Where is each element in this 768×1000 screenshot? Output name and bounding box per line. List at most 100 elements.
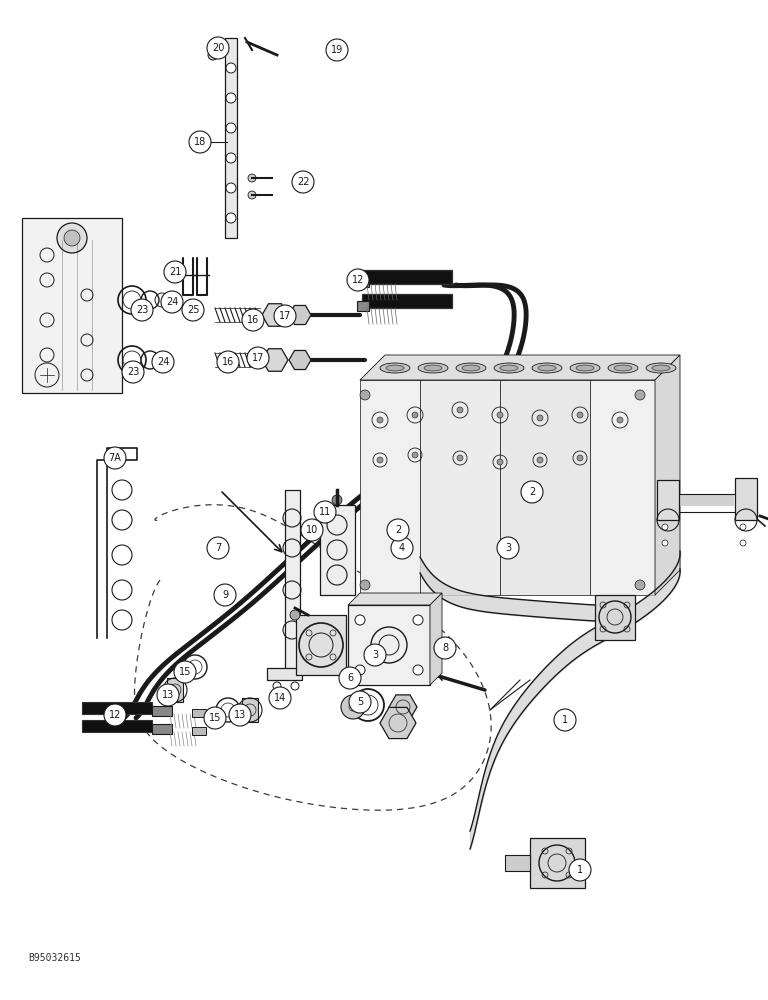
Circle shape bbox=[662, 524, 668, 530]
Circle shape bbox=[226, 183, 236, 193]
Circle shape bbox=[174, 661, 196, 683]
Ellipse shape bbox=[532, 363, 562, 373]
Circle shape bbox=[457, 407, 463, 413]
Circle shape bbox=[208, 50, 218, 60]
Bar bbox=[420, 380, 500, 595]
Bar bbox=[320, 505, 355, 595]
Text: 13: 13 bbox=[234, 710, 246, 720]
Bar bbox=[296, 615, 346, 675]
Circle shape bbox=[226, 123, 236, 133]
Circle shape bbox=[326, 39, 348, 61]
Bar bbox=[657, 480, 679, 520]
Text: 16: 16 bbox=[247, 315, 259, 325]
Bar bbox=[590, 380, 655, 595]
Ellipse shape bbox=[646, 363, 676, 373]
Circle shape bbox=[554, 709, 576, 731]
Circle shape bbox=[207, 537, 229, 559]
Circle shape bbox=[292, 171, 314, 193]
Ellipse shape bbox=[608, 363, 638, 373]
FancyArrow shape bbox=[679, 494, 734, 506]
Circle shape bbox=[332, 495, 342, 505]
Circle shape bbox=[242, 309, 264, 331]
Circle shape bbox=[64, 230, 80, 246]
Circle shape bbox=[290, 610, 300, 620]
Circle shape bbox=[164, 261, 186, 283]
Text: 22: 22 bbox=[296, 177, 310, 187]
Circle shape bbox=[457, 455, 463, 461]
Circle shape bbox=[301, 519, 323, 541]
Circle shape bbox=[360, 580, 370, 590]
Bar bbox=[595, 595, 635, 640]
Circle shape bbox=[740, 524, 746, 530]
Circle shape bbox=[189, 131, 211, 153]
Circle shape bbox=[662, 540, 668, 546]
Bar bbox=[505, 855, 530, 871]
Circle shape bbox=[360, 390, 370, 400]
Circle shape bbox=[182, 299, 204, 321]
Circle shape bbox=[226, 63, 236, 73]
Bar bbox=[360, 380, 420, 595]
Circle shape bbox=[161, 291, 183, 313]
Circle shape bbox=[434, 637, 456, 659]
Ellipse shape bbox=[380, 363, 410, 373]
Circle shape bbox=[577, 412, 583, 418]
Bar bbox=[357, 277, 369, 287]
Circle shape bbox=[364, 644, 386, 666]
Bar bbox=[152, 706, 172, 716]
Bar bbox=[152, 724, 172, 734]
Text: 2: 2 bbox=[529, 487, 535, 497]
Text: 23: 23 bbox=[127, 367, 139, 377]
Text: 7A: 7A bbox=[108, 453, 121, 463]
Circle shape bbox=[339, 667, 361, 689]
Text: 17: 17 bbox=[279, 311, 291, 321]
Circle shape bbox=[617, 417, 623, 423]
Circle shape bbox=[740, 540, 746, 546]
Circle shape bbox=[635, 390, 645, 400]
Circle shape bbox=[269, 687, 291, 709]
Circle shape bbox=[391, 537, 413, 559]
Text: 9: 9 bbox=[222, 590, 228, 600]
Bar bbox=[192, 709, 206, 717]
Circle shape bbox=[57, 223, 87, 253]
Ellipse shape bbox=[424, 365, 442, 371]
Ellipse shape bbox=[500, 365, 518, 371]
Bar bbox=[225, 38, 237, 238]
Circle shape bbox=[413, 615, 423, 625]
Circle shape bbox=[412, 412, 418, 418]
Ellipse shape bbox=[456, 363, 486, 373]
Ellipse shape bbox=[538, 365, 556, 371]
Text: 23: 23 bbox=[136, 305, 148, 315]
Circle shape bbox=[247, 347, 269, 369]
Text: 16: 16 bbox=[222, 357, 234, 367]
Circle shape bbox=[497, 537, 519, 559]
Circle shape bbox=[497, 459, 503, 465]
Ellipse shape bbox=[652, 365, 670, 371]
Ellipse shape bbox=[386, 365, 404, 371]
Circle shape bbox=[569, 859, 591, 881]
Circle shape bbox=[207, 37, 229, 59]
Bar bbox=[357, 301, 369, 311]
Text: 15: 15 bbox=[209, 713, 221, 723]
Ellipse shape bbox=[614, 365, 632, 371]
Circle shape bbox=[537, 457, 543, 463]
Text: 24: 24 bbox=[166, 297, 178, 307]
Ellipse shape bbox=[462, 365, 480, 371]
Text: 20: 20 bbox=[212, 43, 224, 53]
Circle shape bbox=[347, 269, 369, 291]
Text: 15: 15 bbox=[179, 667, 191, 677]
Ellipse shape bbox=[418, 363, 448, 373]
Text: 19: 19 bbox=[331, 45, 343, 55]
Circle shape bbox=[349, 703, 357, 711]
Polygon shape bbox=[360, 355, 680, 380]
Circle shape bbox=[229, 704, 251, 726]
Text: 12: 12 bbox=[109, 710, 121, 720]
Bar bbox=[500, 380, 590, 595]
Text: 18: 18 bbox=[194, 137, 206, 147]
Circle shape bbox=[537, 415, 543, 421]
Circle shape bbox=[314, 501, 336, 523]
Text: 1: 1 bbox=[577, 865, 583, 875]
Circle shape bbox=[377, 417, 383, 423]
Circle shape bbox=[226, 93, 236, 103]
Bar bbox=[362, 294, 452, 308]
Bar bbox=[242, 698, 258, 722]
